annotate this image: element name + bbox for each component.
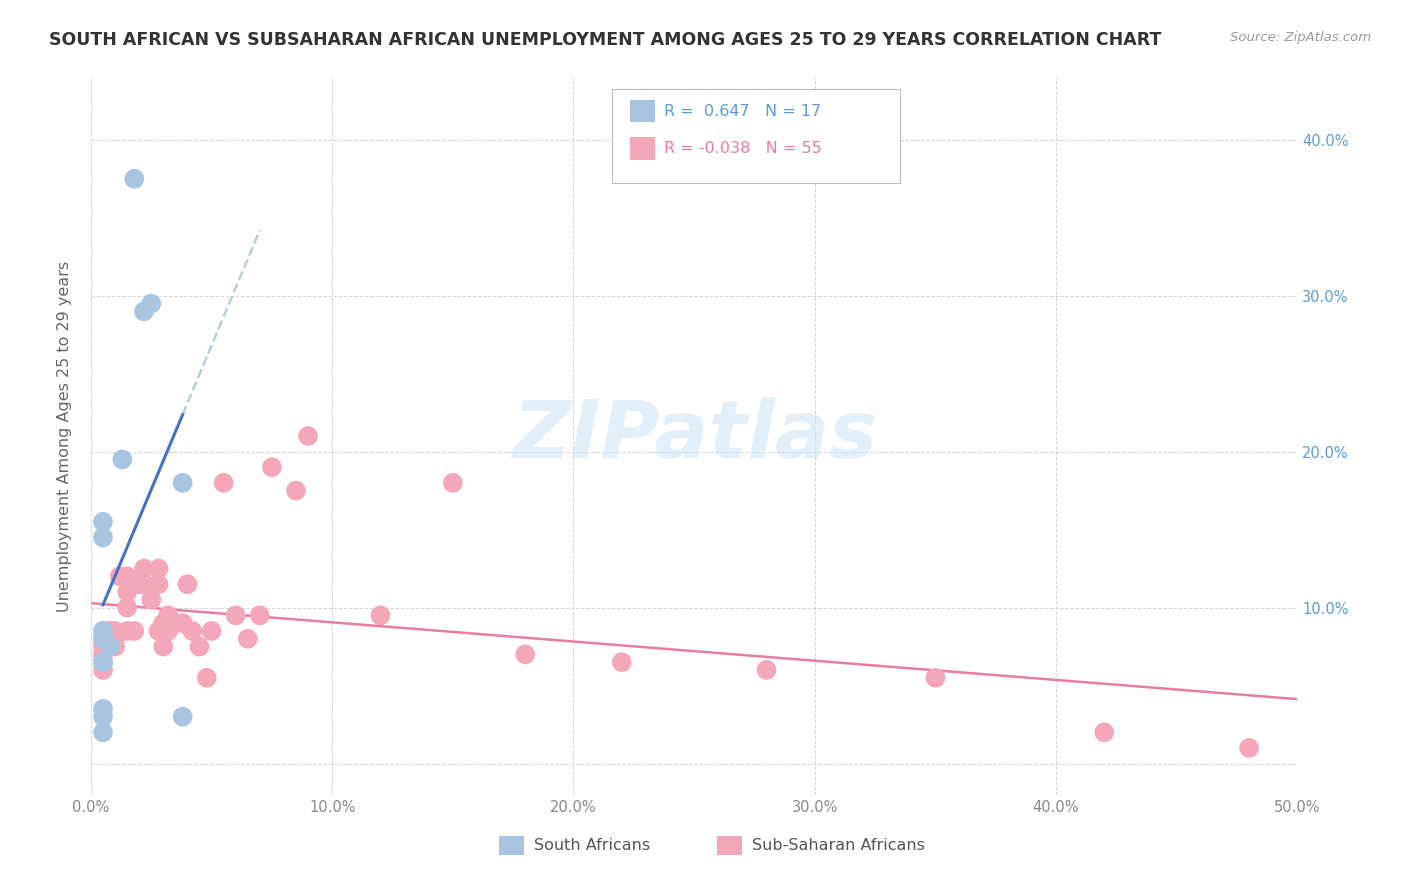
Point	[1092, 725, 1115, 739]
Point	[165, 616, 187, 631]
Point	[128, 577, 150, 591]
Point	[98, 640, 121, 654]
Point	[91, 632, 114, 646]
Point	[370, 608, 392, 623]
Point	[249, 608, 271, 623]
Point	[148, 561, 170, 575]
Point	[91, 655, 114, 669]
Point	[285, 483, 308, 498]
Point	[124, 171, 146, 186]
Point	[152, 616, 174, 631]
Point	[91, 648, 114, 662]
Point	[755, 663, 778, 677]
Point	[172, 710, 194, 724]
Point	[124, 624, 146, 638]
Point	[225, 608, 247, 623]
Text: SOUTH AFRICAN VS SUBSAHARAN AFRICAN UNEMPLOYMENT AMONG AGES 25 TO 29 YEARS CORRE: SOUTH AFRICAN VS SUBSAHARAN AFRICAN UNEM…	[49, 31, 1161, 49]
Point	[104, 624, 127, 638]
Point	[132, 577, 155, 591]
Point	[188, 640, 211, 654]
Point	[91, 624, 114, 638]
Point	[91, 663, 114, 677]
Point	[104, 632, 127, 646]
Point	[91, 655, 114, 669]
Point	[515, 648, 537, 662]
Point	[91, 640, 114, 654]
Point	[115, 624, 138, 638]
Point	[132, 304, 155, 318]
Text: R =  0.647   N = 17: R = 0.647 N = 17	[664, 104, 821, 119]
Point	[924, 671, 946, 685]
Point	[1237, 740, 1260, 755]
Text: South Africans: South Africans	[534, 838, 651, 853]
Point	[91, 710, 114, 724]
Point	[236, 632, 259, 646]
Point	[195, 671, 218, 685]
Point	[98, 624, 121, 638]
Point	[157, 608, 180, 623]
Point	[260, 460, 283, 475]
Point	[91, 624, 114, 638]
Point	[115, 585, 138, 599]
Point	[91, 530, 114, 544]
Point	[91, 632, 114, 646]
Point	[91, 632, 114, 646]
Point	[115, 600, 138, 615]
Point	[91, 515, 114, 529]
Point	[98, 632, 121, 646]
Point	[104, 640, 127, 654]
Point	[157, 624, 180, 638]
Y-axis label: Unemployment Among Ages 25 to 29 years: Unemployment Among Ages 25 to 29 years	[58, 260, 72, 612]
Point	[115, 569, 138, 583]
Point	[108, 569, 131, 583]
Text: ZIPatlas: ZIPatlas	[512, 397, 876, 475]
Text: R = -0.038   N = 55: R = -0.038 N = 55	[664, 142, 821, 156]
Point	[157, 616, 180, 631]
Point	[141, 296, 163, 310]
Point	[148, 577, 170, 591]
Point	[132, 561, 155, 575]
Point	[212, 475, 235, 490]
Point	[152, 640, 174, 654]
Point	[91, 655, 114, 669]
Point	[172, 616, 194, 631]
Point	[610, 655, 633, 669]
Point	[181, 624, 204, 638]
Point	[141, 592, 163, 607]
Point	[441, 475, 464, 490]
Point	[152, 624, 174, 638]
Text: Source: ZipAtlas.com: Source: ZipAtlas.com	[1230, 31, 1371, 45]
Point	[91, 702, 114, 716]
Point	[91, 725, 114, 739]
Text: Sub-Saharan Africans: Sub-Saharan Africans	[752, 838, 925, 853]
Point	[172, 475, 194, 490]
Point	[148, 624, 170, 638]
Point	[97, 624, 120, 638]
Point	[108, 569, 131, 583]
Point	[98, 640, 121, 654]
Point	[176, 577, 198, 591]
Point	[200, 624, 222, 638]
Point	[297, 429, 319, 443]
Point	[111, 452, 134, 467]
